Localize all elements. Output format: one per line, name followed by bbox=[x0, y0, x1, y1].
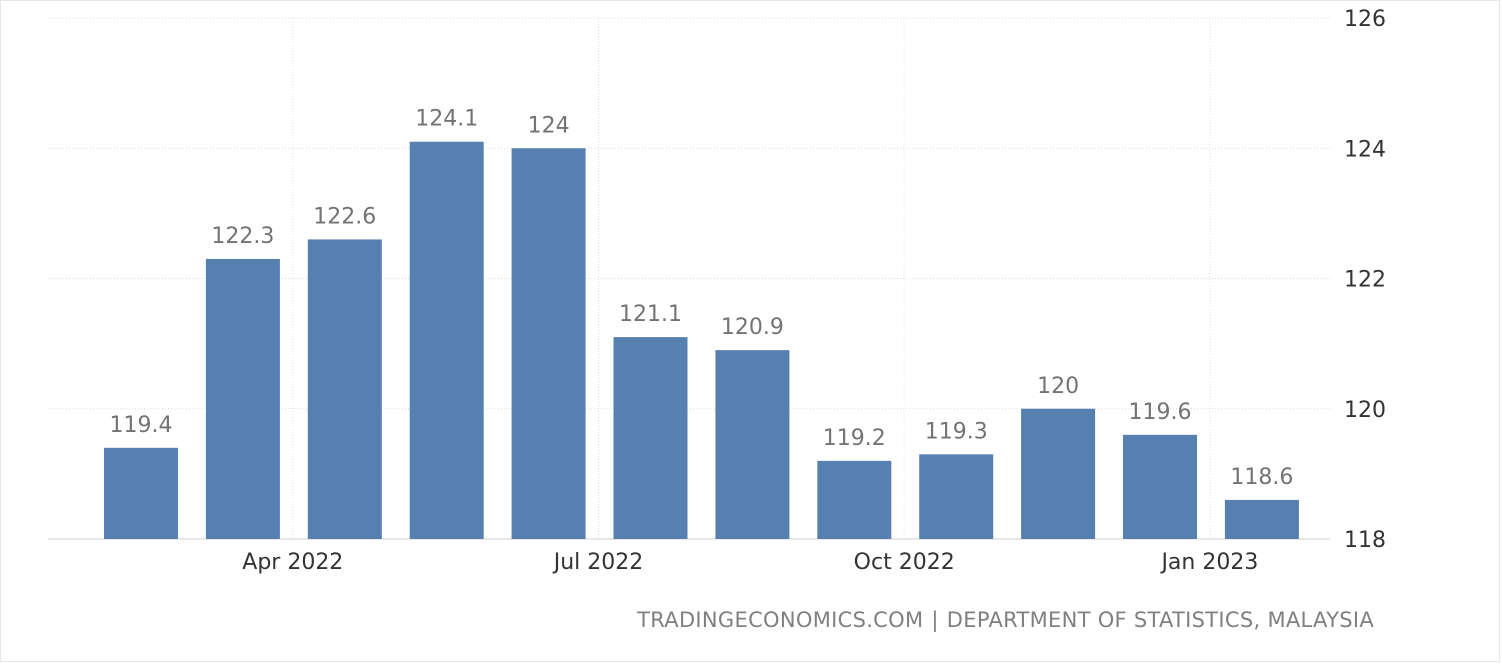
bar-series bbox=[104, 141, 1299, 540]
data-label: 124 bbox=[528, 113, 570, 138]
data-labels: 119.4 122.3 122.6 124.1 124 121.1 120.9 119.2 11… bbox=[110, 107, 1294, 490]
source-attribution: TRADINGECONOMICS.COM | DEPARTMENT OF STATI… bbox=[637, 608, 1374, 632]
y-tick-label: 120 bbox=[1344, 398, 1386, 423]
data-label: 119.3 bbox=[925, 419, 988, 444]
bar bbox=[919, 454, 994, 539]
bar bbox=[205, 258, 280, 539]
source-separator: | bbox=[931, 608, 939, 632]
data-label: 119.2 bbox=[823, 426, 886, 451]
bar bbox=[817, 460, 892, 539]
bar bbox=[1224, 499, 1299, 539]
data-label: 120 bbox=[1037, 374, 1079, 399]
data-label: 121.1 bbox=[619, 302, 682, 327]
bar bbox=[104, 447, 178, 539]
source-provider: DEPARTMENT OF STATISTICS, MALAYSIA bbox=[946, 608, 1374, 632]
bar bbox=[1123, 434, 1197, 539]
bar bbox=[307, 239, 382, 540]
data-label: 119.4 bbox=[110, 413, 173, 438]
y-tick-label: 118 bbox=[1344, 528, 1386, 553]
y-axis: 118 120 122 124 126 bbox=[1344, 7, 1386, 553]
bar bbox=[511, 148, 586, 539]
data-label: 124.1 bbox=[415, 107, 478, 132]
y-tick-label: 124 bbox=[1344, 137, 1386, 162]
x-axis: Apr 2022 Jul 2022 Oct 2022 Jan 2023 bbox=[242, 550, 1258, 575]
source-site: TRADINGECONOMICS.COM bbox=[637, 608, 924, 632]
bar bbox=[1021, 408, 1096, 539]
data-label: 118.6 bbox=[1230, 465, 1293, 490]
data-label: 122.3 bbox=[211, 224, 274, 249]
data-label: 122.6 bbox=[313, 204, 376, 229]
bar bbox=[613, 337, 688, 539]
x-tick-label: Oct 2022 bbox=[854, 550, 955, 575]
x-tick-label: Jul 2022 bbox=[552, 550, 644, 575]
y-tick-label: 126 bbox=[1344, 7, 1386, 32]
y-tick-label: 122 bbox=[1344, 268, 1386, 293]
x-tick-label: Jan 2023 bbox=[1159, 550, 1258, 575]
bar bbox=[409, 141, 484, 540]
data-label: 120.9 bbox=[721, 315, 784, 340]
data-label: 119.6 bbox=[1129, 400, 1192, 425]
bar bbox=[715, 350, 790, 539]
x-tick-label: Apr 2022 bbox=[242, 550, 343, 575]
